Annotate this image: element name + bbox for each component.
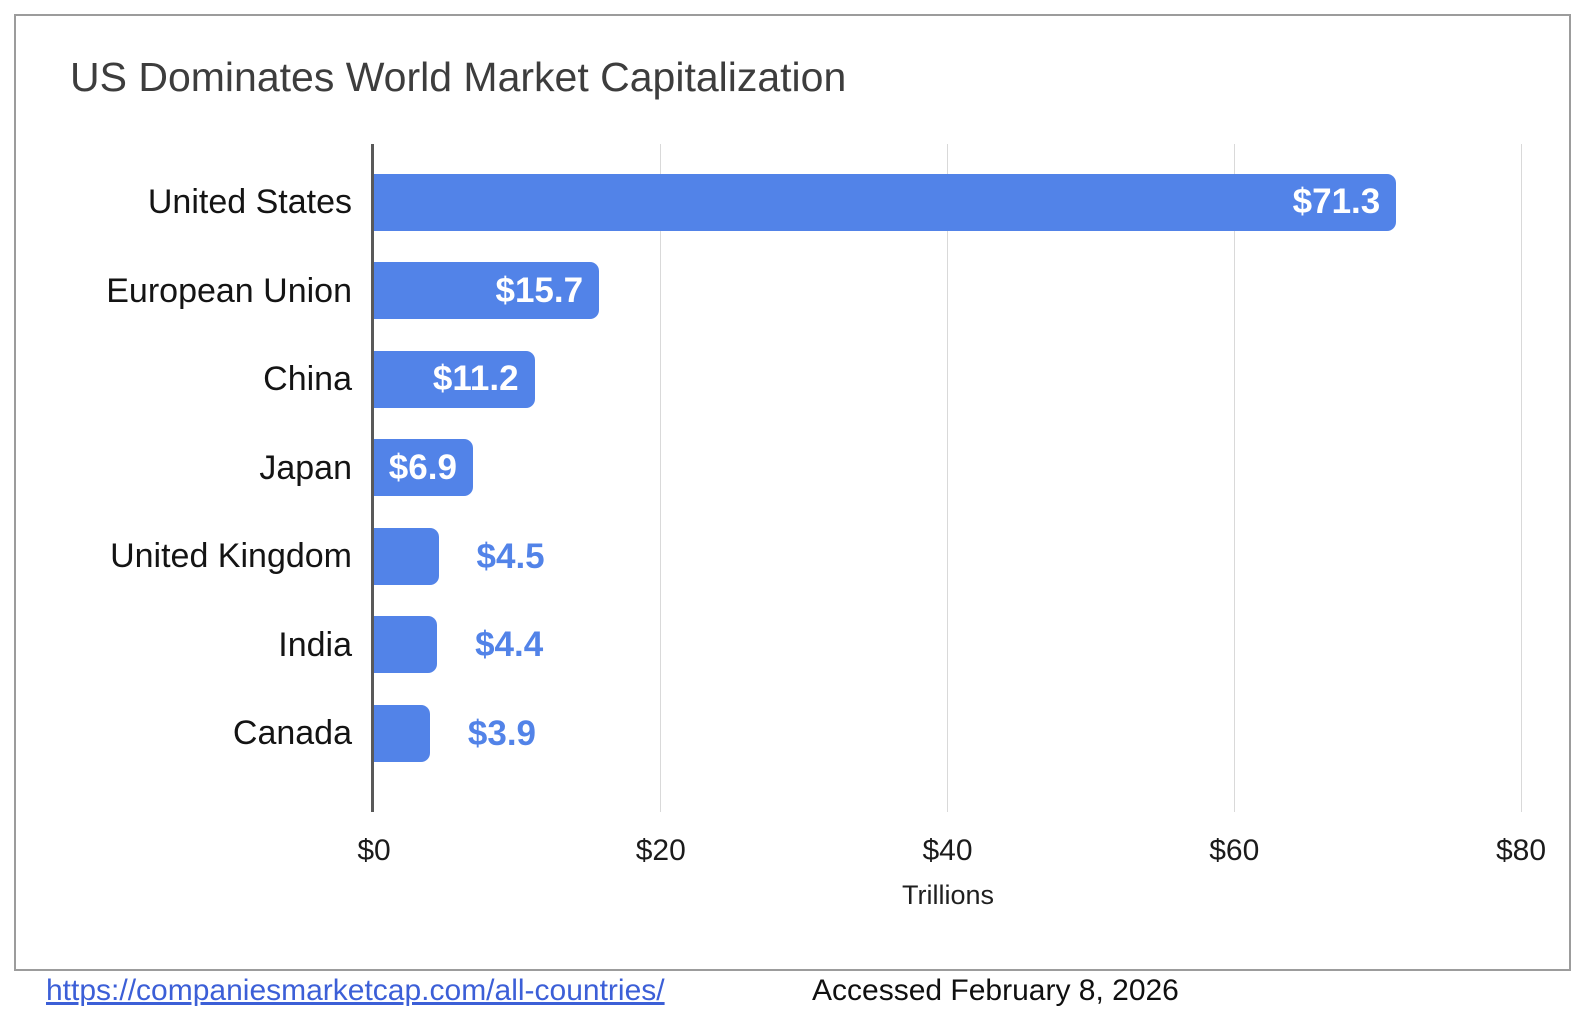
value-label: $3.9 — [467, 713, 537, 753]
category-label: Japan — [259, 448, 352, 487]
source-link[interactable]: https://companiesmarketcap.com/all-count… — [46, 974, 665, 1007]
category-label: India — [278, 625, 352, 664]
x-tick-label: $40 — [922, 834, 973, 867]
x-tick-label: $60 — [1209, 834, 1260, 867]
bar — [374, 704, 430, 762]
category-label: Canada — [232, 714, 352, 752]
y-axis-line — [371, 144, 374, 812]
x-tick-label: $0 — [357, 834, 391, 867]
gridline — [947, 144, 948, 812]
x-tick-label: $80 — [1495, 834, 1547, 867]
chart-figure: US Dominates World Market Capitalization… — [14, 14, 1571, 971]
value-label: $6.9 — [388, 447, 457, 487]
bar: $11.2 — [374, 350, 535, 408]
plot-area: $0 $20 $40 $60 $80 United States $71.3 European… — [16, 16, 1569, 969]
x-tick-label: $20 — [635, 834, 686, 867]
bar — [374, 527, 439, 585]
bar: $15.7 — [374, 262, 600, 319]
category-label: European Union — [106, 271, 352, 310]
gridline — [660, 144, 662, 812]
value-label: $4.5 — [476, 536, 545, 576]
value-label: $15.7 — [495, 270, 584, 310]
value-label: $11.2 — [432, 359, 519, 398]
value-label: $4.4 — [475, 625, 544, 664]
gridline — [1520, 144, 1522, 812]
chart-title: US Dominates World Market Capitalization — [70, 54, 847, 100]
category-label: China — [263, 360, 352, 398]
category-label: United States — [147, 183, 352, 221]
gridline — [1233, 144, 1235, 812]
x-axis-title: Trillions — [901, 880, 994, 910]
bar — [374, 616, 438, 673]
value-label: $71.3 — [1292, 182, 1381, 221]
accessed-date: Accessed February 8, 2026 — [812, 974, 1179, 1007]
bar: $71.3 — [374, 173, 1397, 231]
bar: $6.9 — [374, 439, 473, 496]
category-label: United Kingdom — [110, 537, 352, 575]
